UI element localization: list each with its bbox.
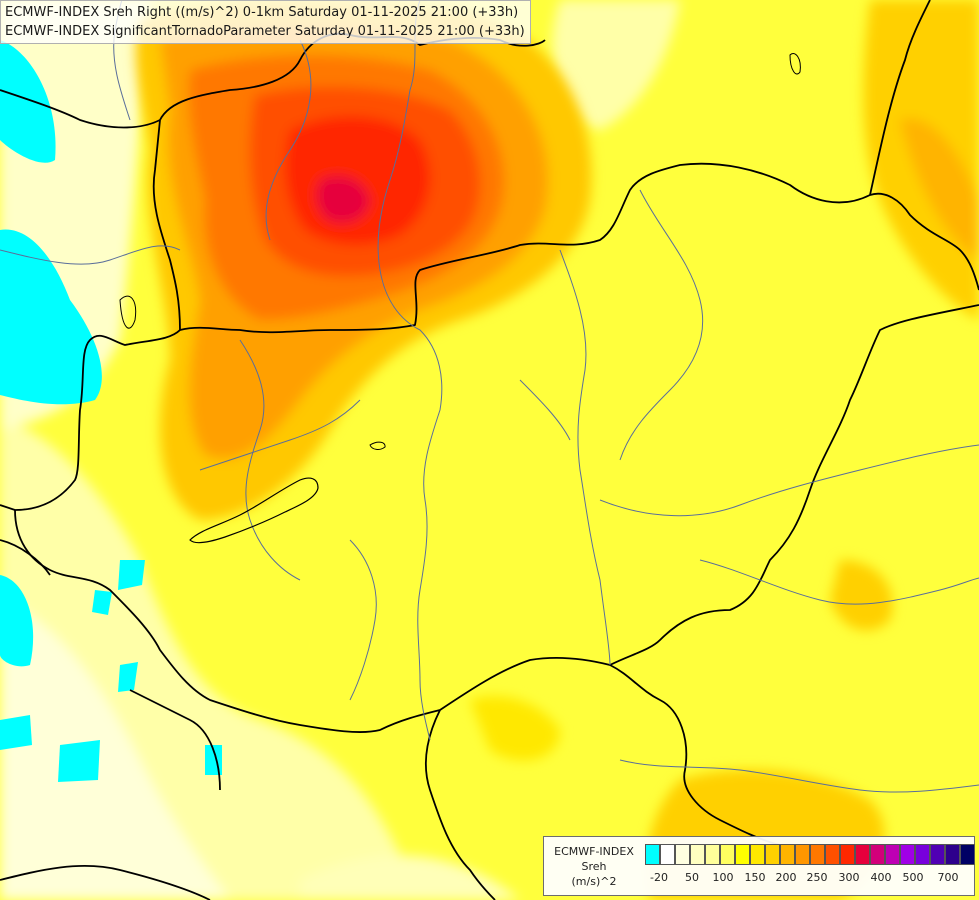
lake-balaton — [189, 477, 319, 544]
legend-swatch — [645, 844, 660, 865]
legend-tick: 400 — [870, 871, 892, 884]
legend-tick: 700 — [937, 871, 959, 884]
legend-swatch — [660, 844, 675, 865]
legend-swatch — [900, 844, 915, 865]
high-values — [135, 0, 592, 520]
legend-model: ECMWF-INDEX — [554, 845, 634, 858]
legend-tick: 100 — [712, 871, 734, 884]
legend-swatch — [780, 844, 795, 865]
legend-tick: 250 — [806, 871, 828, 884]
legend-swatch — [960, 844, 975, 865]
legend-swatch — [825, 844, 840, 865]
legend-tick: 500 — [902, 871, 924, 884]
legend-swatch — [795, 844, 810, 865]
legend-swatch — [930, 844, 945, 865]
legend-swatch — [885, 844, 900, 865]
cyan-patches — [0, 40, 222, 782]
legend-tick: 200 — [775, 871, 797, 884]
legend-swatch — [945, 844, 960, 865]
legend-swatch — [750, 844, 765, 865]
rivers — [0, 0, 979, 793]
legend-ticks: -20 50 100 150 200 250 300 400 500 700 — [645, 871, 975, 889]
legend-swatch — [675, 844, 690, 865]
legend-swatch — [915, 844, 930, 865]
legend-tick: 50 — [685, 871, 699, 884]
legend-swatch — [855, 844, 870, 865]
legend-swatch — [735, 844, 750, 865]
legend-parameter: Sreh — [581, 860, 607, 873]
legend-swatch — [720, 844, 735, 865]
legend-tick: -20 — [650, 871, 668, 884]
legend-tick: 300 — [838, 871, 860, 884]
legend-swatch — [690, 844, 705, 865]
lake-small-east — [789, 53, 801, 75]
color-legend: ECMWF-INDEX Sreh (m/s)^2 -20 50 100 150 200 2… — [543, 836, 975, 896]
legend-label: ECMWF-INDEX Sreh (m/s)^2 — [548, 844, 640, 889]
lake-small — [369, 441, 386, 450]
title-line-1: ECMWF-INDEX Sreh Right ((m/s)^2) 0-1km S… — [5, 5, 519, 20]
legend-swatches — [645, 844, 975, 865]
legend-swatch — [810, 844, 825, 865]
legend-swatch — [765, 844, 780, 865]
legend-tick: 150 — [744, 871, 766, 884]
map-title: ECMWF-INDEX Sreh Right ((m/s)^2) 0-1km S… — [0, 0, 531, 44]
legend-unit: (m/s)^2 — [571, 875, 617, 888]
legend-swatch — [870, 844, 885, 865]
title-line-2: ECMWF-INDEX SignificantTornadoParameter … — [5, 24, 525, 39]
legend-swatch — [705, 844, 720, 865]
danube-island — [119, 295, 137, 329]
legend-swatch — [840, 844, 855, 865]
